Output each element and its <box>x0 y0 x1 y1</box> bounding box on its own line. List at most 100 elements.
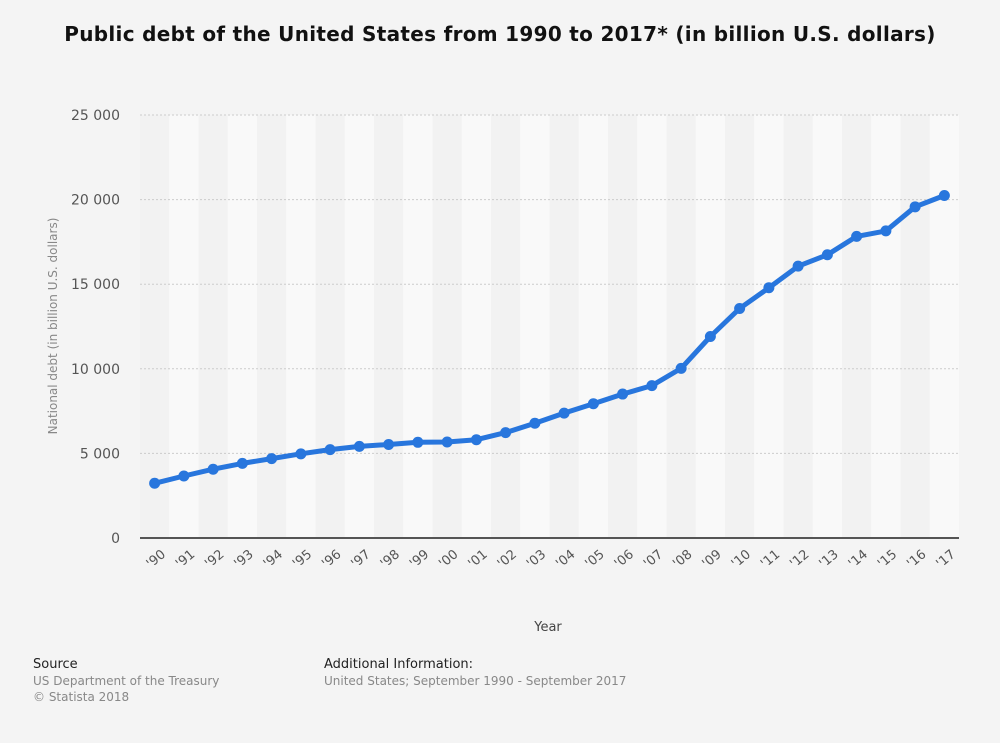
data-point[interactable] <box>938 189 950 201</box>
x-tick-label: '03 <box>524 547 549 571</box>
x-axis-label: Year <box>534 620 562 635</box>
column-band <box>549 115 579 538</box>
data-point[interactable] <box>412 436 424 448</box>
y-tick-label: 15 000 <box>71 277 120 293</box>
data-points <box>149 189 950 489</box>
source-heading: Source <box>33 657 78 672</box>
data-point[interactable] <box>821 249 833 261</box>
x-tick-label: '02 <box>495 547 520 571</box>
column-band <box>169 115 199 538</box>
data-point[interactable] <box>558 407 570 419</box>
x-tick-label: '91 <box>173 547 198 571</box>
x-tick-label: '97 <box>349 547 374 571</box>
data-point[interactable] <box>734 303 746 315</box>
gridlines <box>140 114 959 454</box>
x-tick-label: '01 <box>466 547 491 571</box>
column-band <box>812 115 842 538</box>
additional-info-text: United States; September 1990 - Septembe… <box>324 674 627 688</box>
column-band <box>871 115 901 538</box>
x-tick-label: '95 <box>290 547 315 571</box>
data-point[interactable] <box>529 417 541 429</box>
x-tick-label: '96 <box>319 547 344 571</box>
data-point[interactable] <box>763 282 775 294</box>
column-band <box>315 115 345 538</box>
column-band <box>578 115 608 538</box>
y-axis-ticks: 0 5 000 10 000 15 000 20 000 25 000 <box>71 108 120 547</box>
data-point[interactable] <box>704 330 716 342</box>
column-band <box>637 115 667 538</box>
x-tick-label: '98 <box>378 547 403 571</box>
y-axis-label: National debt (in billion U.S. dollars) <box>46 218 60 435</box>
x-tick-label: '13 <box>817 547 842 571</box>
x-tick-label: '16 <box>904 547 929 571</box>
x-axis-ticks: '90'91'92'93'94'95'96'97'98'99'00'01'02 '… <box>144 547 959 571</box>
column-band <box>520 115 550 538</box>
data-point[interactable] <box>383 439 395 451</box>
source-line: US Department of the Treasury <box>33 674 220 688</box>
column-band <box>608 115 638 538</box>
column-band <box>491 115 521 538</box>
x-tick-label: '06 <box>612 547 637 571</box>
column-band <box>403 115 433 538</box>
data-point[interactable] <box>587 398 599 410</box>
source-block: Source US Department of the Treasury © S… <box>33 657 219 705</box>
column-band <box>432 115 462 538</box>
data-point[interactable] <box>149 477 161 489</box>
x-tick-label: '12 <box>787 547 812 571</box>
data-point[interactable] <box>266 453 278 465</box>
x-tick-label: '11 <box>758 547 783 571</box>
x-tick-label: '00 <box>436 547 461 571</box>
data-point[interactable] <box>909 201 921 213</box>
column-band <box>900 115 930 538</box>
additional-info-block: Additional Information: United States; S… <box>324 657 626 689</box>
column-band <box>461 115 491 538</box>
data-point[interactable] <box>500 427 512 439</box>
y-tick-label: 5 000 <box>80 446 120 462</box>
data-point[interactable] <box>675 362 687 374</box>
x-tick-label: '90 <box>144 547 169 571</box>
data-point[interactable] <box>324 444 336 456</box>
column-band <box>783 115 813 538</box>
data-point[interactable] <box>792 260 804 272</box>
x-tick-label: '15 <box>875 547 900 571</box>
y-tick-label: 25 000 <box>71 108 120 124</box>
column-band <box>286 115 316 538</box>
data-point[interactable] <box>178 470 190 482</box>
column-band <box>344 115 374 538</box>
column-band <box>754 115 784 538</box>
x-tick-label: '94 <box>261 547 286 571</box>
column-band <box>257 115 287 538</box>
additional-info-heading: Additional Information: <box>324 657 474 672</box>
data-point[interactable] <box>295 448 307 460</box>
column-band <box>227 115 257 538</box>
data-point[interactable] <box>851 230 863 242</box>
data-point[interactable] <box>646 380 658 392</box>
data-point[interactable] <box>207 463 219 475</box>
column-band <box>929 115 959 538</box>
x-tick-label: '07 <box>641 547 666 571</box>
y-tick-label: 20 000 <box>71 193 120 209</box>
data-point[interactable] <box>470 434 482 446</box>
x-tick-label: '08 <box>670 547 695 571</box>
x-tick-label: '99 <box>407 547 432 571</box>
x-tick-label: '92 <box>202 547 227 571</box>
data-point[interactable] <box>617 388 629 400</box>
x-tick-label: '04 <box>553 547 578 571</box>
y-tick-label: 10 000 <box>71 362 120 378</box>
column-band <box>842 115 872 538</box>
x-tick-label: '14 <box>846 547 871 571</box>
data-point[interactable] <box>880 225 892 237</box>
x-tick-label: '05 <box>583 547 608 571</box>
debt-series-line <box>152 193 947 486</box>
x-tick-label: '09 <box>700 547 725 571</box>
copyright-line: © Statista 2018 <box>33 690 130 704</box>
column-bands <box>140 115 959 538</box>
data-point[interactable] <box>353 440 365 452</box>
x-tick-label: '10 <box>729 547 754 571</box>
data-point[interactable] <box>441 436 453 448</box>
y-tick-label: 0 <box>111 531 120 547</box>
x-tick-label: '93 <box>232 547 257 571</box>
data-point[interactable] <box>236 457 248 469</box>
x-tick-label: '17 <box>934 547 959 571</box>
